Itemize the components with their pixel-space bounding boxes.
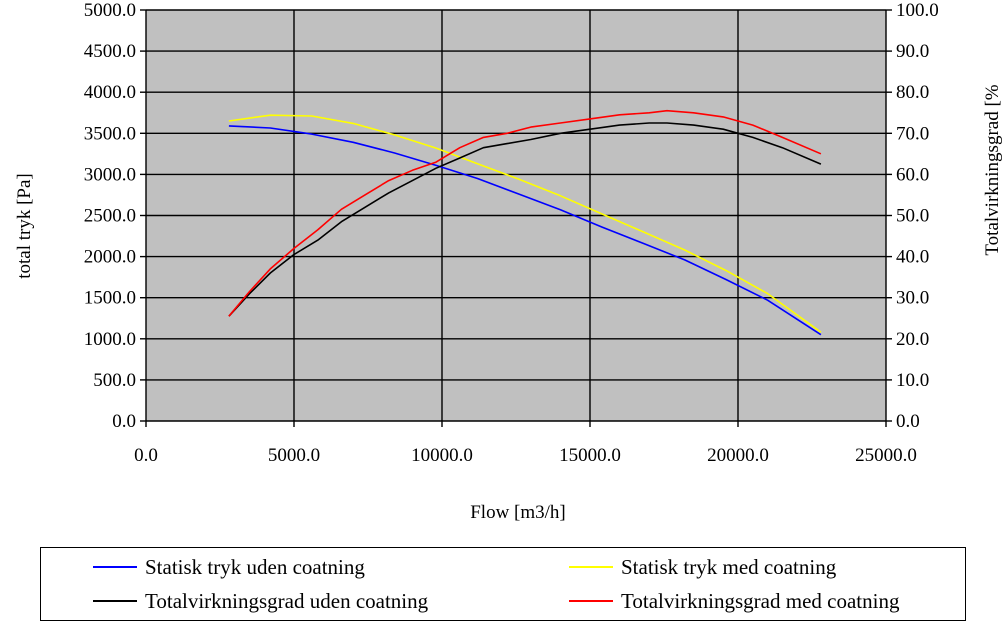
series-statisk-tryk-uden-coatning [228, 125, 822, 336]
legend-swatch-blue [93, 566, 137, 568]
legend-label: Statisk tryk med coatning [621, 554, 837, 579]
y-tick-label: 5000.0 [84, 0, 136, 21]
y2-tick-label: 80.0 [896, 82, 929, 103]
legend-swatch-black [93, 600, 137, 602]
y2-tick-label: 0.0 [896, 411, 920, 432]
legend-label: Totalvirkningsgrad uden coatning [145, 588, 429, 613]
legend-label: Statisk tryk uden coatning [145, 554, 365, 579]
y2-tick-label: 60.0 [896, 164, 929, 185]
y2-tick-label: 20.0 [896, 329, 929, 350]
y2-tick-label: 100.0 [896, 0, 939, 21]
x-tick-label: 20000.0 [707, 445, 769, 466]
legend: Statisk tryk uden coatning Statisk tryk … [40, 547, 966, 621]
legend-item-statisk-med: Statisk tryk med coatning [569, 552, 836, 582]
y2-tick-label: 70.0 [896, 123, 929, 144]
y-tick-label: 1000.0 [84, 329, 136, 350]
y2-tick-label: 40.0 [896, 247, 929, 268]
y-tick-label: 500.0 [93, 370, 136, 391]
x-tick-label: 5000.0 [268, 445, 320, 466]
chart: 0.0 500.0 1000.0 1500.0 2000.0 2500.0 3000.0 35… [14, 0, 1003, 523]
y-axis-title: total tryk [Pa] [14, 173, 35, 279]
legend-item-total-uden: Totalvirkningsgrad uden coatning [93, 586, 428, 616]
series-statisk-tryk-med-coatning [228, 114, 822, 333]
x-tick-label: 10000.0 [411, 445, 473, 466]
x-axis-title: Flow [m3/h] [470, 502, 566, 523]
series-totalvirkningsgrad-med-coatning [228, 109, 822, 317]
y-tick-label: 3500.0 [84, 123, 136, 144]
y2-axis-title: Totalvirkningsgrad [% [982, 84, 1003, 255]
series-totalvirkningsgrad-uden-coatning [228, 122, 822, 317]
y-tick-label: 3000.0 [84, 164, 136, 185]
legend-item-total-med: Totalvirkningsgrad med coatning [569, 586, 899, 616]
y-tick-label: 4000.0 [84, 82, 136, 103]
y-tick-label: 2000.0 [84, 247, 136, 268]
x-tick-label: 0.0 [134, 445, 158, 466]
y2-tick-label: 50.0 [896, 206, 929, 227]
legend-item-statisk-uden: Statisk tryk uden coatning [93, 552, 365, 582]
legend-swatch-yellow [569, 566, 613, 568]
y-tick-label: 2500.0 [84, 206, 136, 227]
x-tick-label: 15000.0 [559, 445, 621, 466]
legend-label: Totalvirkningsgrad med coatning [621, 588, 900, 613]
y-tick-label: 0.0 [112, 411, 136, 432]
x-tick-label: 25000.0 [855, 445, 917, 466]
y2-tick-label: 30.0 [896, 288, 929, 309]
legend-swatch-red [569, 600, 613, 602]
y2-tick-label: 10.0 [896, 370, 929, 391]
y-tick-label: 4500.0 [84, 41, 136, 62]
y2-tick-label: 90.0 [896, 41, 929, 62]
y-tick-label: 1500.0 [84, 288, 136, 309]
